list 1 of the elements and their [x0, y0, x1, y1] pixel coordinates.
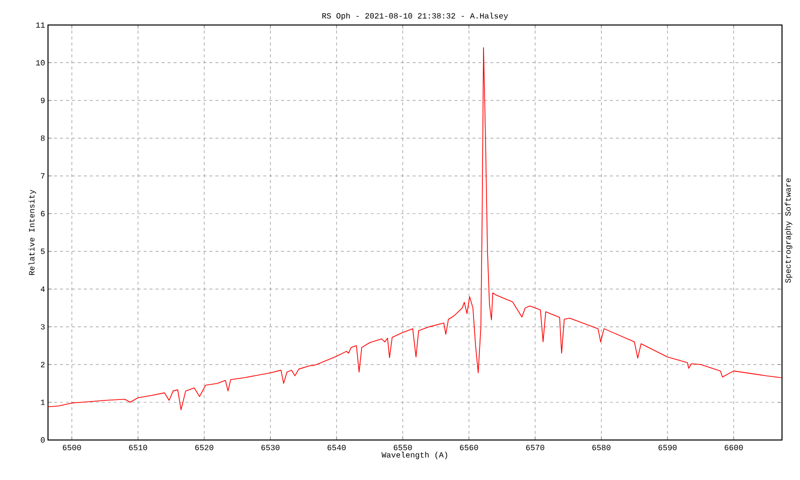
line-series [48, 47, 782, 410]
